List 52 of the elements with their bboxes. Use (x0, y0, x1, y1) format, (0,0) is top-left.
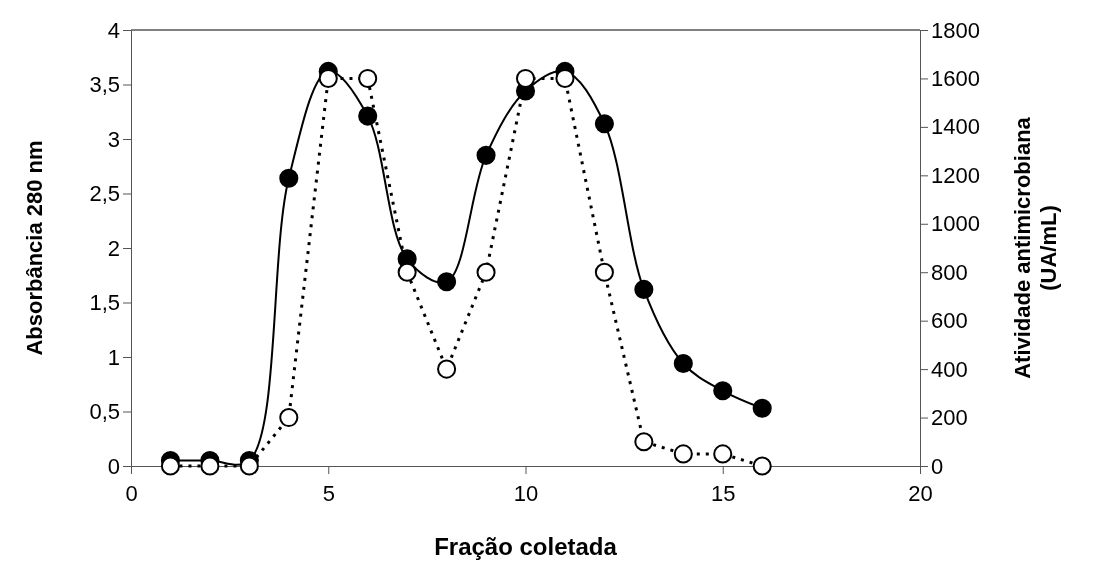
point (673, 354, 693, 374)
point (752, 456, 772, 476)
y2-tick-label: 0 (931, 453, 944, 479)
y-tick-label: 0,5 (89, 399, 120, 425)
y-tick-label: 4 (107, 17, 120, 43)
point (358, 106, 378, 126)
point (752, 398, 772, 418)
y2-tick-label: 1000 (931, 211, 980, 237)
point (515, 68, 536, 88)
x-tick-label: 20 (908, 481, 933, 507)
y-tick-label: 3,5 (89, 72, 120, 98)
point (713, 381, 733, 401)
point (437, 359, 457, 379)
y-tick-label: 2,5 (89, 181, 120, 207)
y2-tick-label: 1600 (931, 65, 980, 91)
y2-tick-label: 1400 (931, 114, 980, 140)
y2-tick-label: 1200 (931, 162, 980, 188)
x-tick-label: 0 (125, 481, 138, 507)
point (200, 456, 220, 476)
y-tick-label: 0 (107, 453, 120, 479)
y2-tick-label: 1800 (931, 17, 980, 43)
point (555, 68, 575, 88)
point (594, 114, 614, 134)
y2-tick-label: 600 (931, 308, 968, 334)
y-tick-label: 3 (107, 126, 120, 152)
point (279, 168, 299, 188)
point (437, 272, 457, 292)
x-axis-title: Fração coletada (434, 533, 618, 560)
point (634, 432, 654, 452)
point (594, 262, 614, 282)
point (318, 68, 338, 88)
point (713, 444, 733, 464)
point (673, 444, 693, 464)
x-tick-label: 15 (711, 481, 736, 507)
y2-tick-label: 800 (931, 259, 968, 285)
point (358, 68, 378, 88)
x-tick-label: 5 (322, 481, 335, 507)
point (239, 456, 259, 476)
y-tick-label: 2 (107, 235, 120, 261)
y2-tick-label: 400 (931, 356, 968, 382)
x-tick-label: 10 (513, 481, 539, 507)
y-tick-label: 1 (107, 344, 120, 370)
point (634, 279, 654, 299)
y2-tick-label: 200 (931, 405, 968, 431)
y-axis-title: Absorbância 280 nm (22, 140, 47, 356)
point (160, 456, 181, 476)
y-tick-label: 1,5 (89, 290, 120, 316)
point (279, 408, 299, 428)
y2-axis-title: Atividade antimicrobiana (UA/mL) (1010, 116, 1062, 379)
point (476, 262, 496, 282)
point (476, 145, 496, 165)
point (397, 262, 417, 282)
